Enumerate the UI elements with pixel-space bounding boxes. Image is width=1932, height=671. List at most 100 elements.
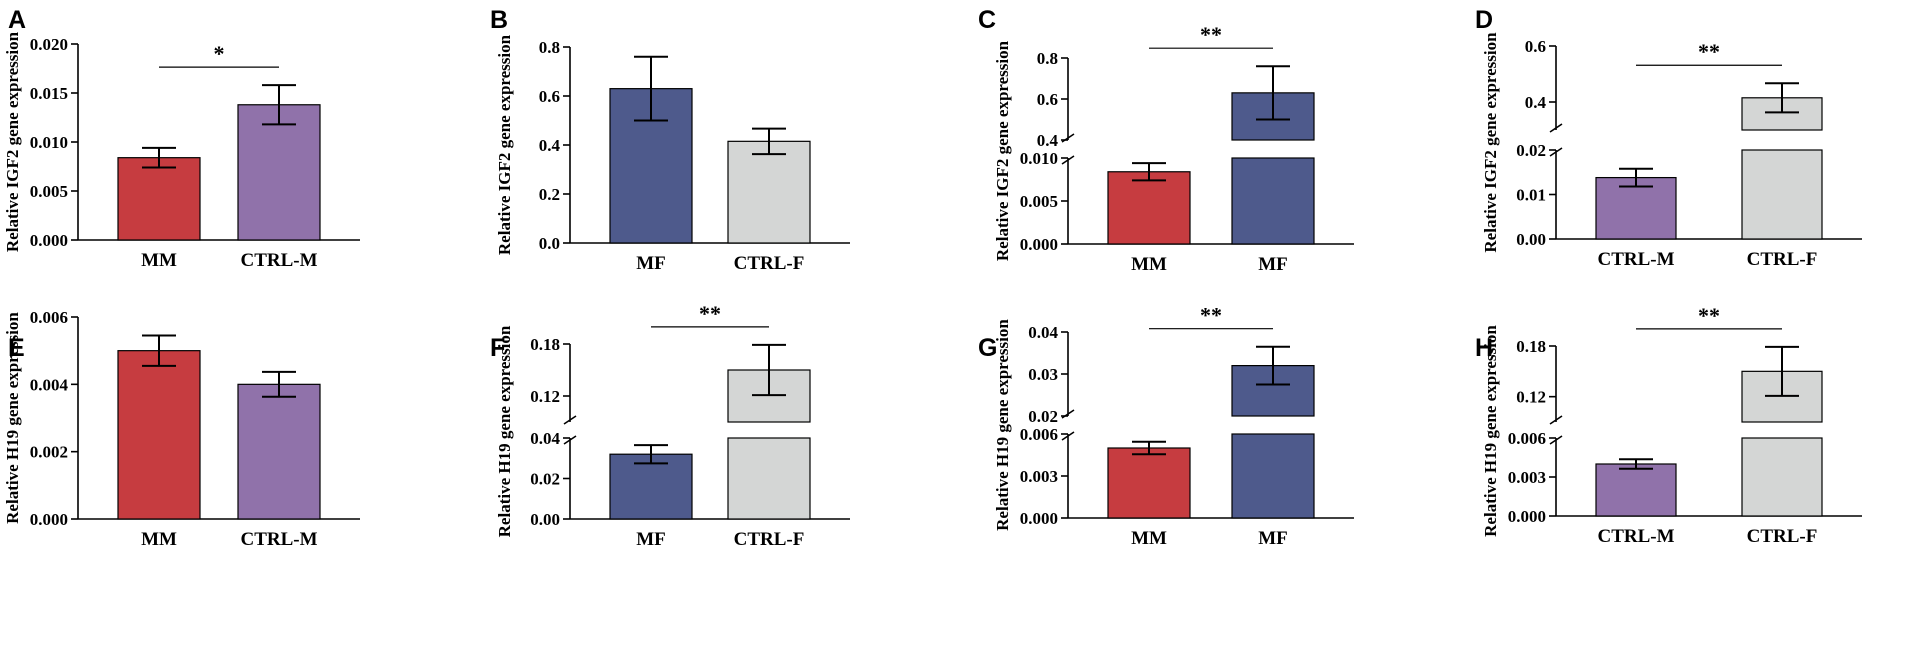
y-tick-label: 0.000 (1020, 509, 1058, 528)
y-tick-label: 0.015 (30, 84, 68, 103)
y-tick-label: 0.010 (30, 133, 68, 152)
y-tick-label: 0.000 (30, 510, 68, 529)
error-bar (1256, 65, 1290, 121)
error-bar (634, 55, 668, 122)
y-axis-title: Relative IGF2 gene expression (495, 34, 514, 255)
y-tick-label: 0.000 (1020, 235, 1058, 254)
panel-label: G (978, 334, 997, 362)
category-label: CTRL-M (1597, 249, 1674, 270)
significance-marker: ** (699, 301, 721, 326)
axis-break-mark (1549, 123, 1563, 133)
error-bar (1765, 345, 1799, 397)
category-label: CTRL-M (1597, 526, 1674, 547)
y-tick-label: 0.02 (1516, 141, 1546, 160)
bar-mm (1107, 171, 1191, 245)
category-label: CTRL-M (240, 250, 317, 271)
category-label: CTRL-F (734, 253, 805, 274)
y-tick-label: 0.03 (1028, 365, 1058, 384)
category-label: MF (636, 253, 666, 274)
y-tick-label: 0.18 (1516, 337, 1546, 356)
bar-ctrl-f-lower (1741, 149, 1823, 240)
y-axis-title: Relative H19 gene expression (495, 325, 514, 537)
axis-break-mark (1549, 415, 1563, 425)
error-bar (1619, 167, 1653, 188)
y-tick-label: 0.004 (30, 375, 69, 394)
axis-break-mark (1061, 431, 1075, 441)
category-label: MM (141, 529, 177, 550)
y-tick-label: 0.006 (1020, 425, 1058, 444)
bar-mm (117, 157, 201, 241)
axis-break-mark (1549, 435, 1563, 445)
category-label: CTRL-F (1747, 526, 1818, 547)
y-tick-label: 0.04 (1028, 323, 1058, 342)
y-axis-title: Relative H19 gene expression (993, 319, 1012, 531)
y-tick-label: 0.005 (1020, 192, 1058, 211)
bar-ctrl-f-lower (727, 437, 811, 520)
panel-label: E (8, 334, 25, 362)
error-bar (752, 343, 786, 397)
y-tick-label: 0.00 (530, 510, 560, 529)
error-bar (752, 127, 786, 156)
bar-mf (609, 453, 693, 520)
category-label: MM (1131, 254, 1167, 275)
category-label: MF (636, 529, 666, 550)
y-tick-label: 0.2 (539, 185, 560, 204)
bar-mf-lower (1231, 157, 1315, 245)
y-tick-label: 0.006 (1508, 429, 1546, 448)
y-tick-label: 0.4 (1037, 131, 1059, 150)
error-bar (142, 334, 176, 367)
error-bar (1765, 82, 1799, 114)
y-tick-label: 0.4 (539, 136, 561, 155)
category-label: CTRL-M (240, 529, 317, 550)
error-bar (1132, 162, 1166, 182)
y-tick-label: 0.000 (1508, 507, 1546, 526)
bar-ctrl-f (727, 140, 811, 244)
y-tick-label: 0.6 (1525, 37, 1546, 56)
y-tick-label: 0.02 (530, 470, 560, 489)
significance-marker: ** (1200, 22, 1222, 47)
y-tick-label: 0.6 (539, 87, 560, 106)
error-bar (1256, 345, 1290, 386)
error-bar (1619, 458, 1653, 470)
y-tick-label: 0.01 (1516, 186, 1546, 205)
bar-ctrl-m (1595, 176, 1677, 240)
y-tick-label: 0.12 (530, 387, 560, 406)
y-axis-title: Relative H19 gene expression (1481, 325, 1500, 537)
error-bar (1132, 440, 1166, 456)
y-tick-label: 0.04 (530, 429, 560, 448)
panel-label: D (1475, 6, 1493, 34)
significance-marker: ** (1200, 303, 1222, 328)
error-bar (142, 146, 176, 169)
y-axis-title: Relative IGF2 gene expression (3, 31, 22, 252)
y-tick-label: 0.18 (530, 335, 560, 354)
y-tick-label: 0.020 (30, 35, 68, 54)
y-tick-label: 0.12 (1516, 388, 1546, 407)
panel-label: F (490, 334, 505, 362)
significance-marker: ** (1698, 303, 1720, 328)
axis-break-mark (1549, 147, 1563, 157)
y-tick-label: 0.0 (539, 234, 560, 253)
y-tick-label: 0.002 (30, 443, 68, 462)
category-label: CTRL-F (734, 529, 805, 550)
axis-break-mark (1061, 155, 1075, 165)
y-axis-title: Relative IGF2 gene expression (1481, 32, 1500, 253)
significance-marker: * (214, 41, 225, 66)
y-tick-label: 0.010 (1020, 149, 1058, 168)
y-tick-label: 0.8 (539, 38, 560, 57)
y-tick-label: 0.4 (1525, 93, 1547, 112)
panel-label: C (978, 6, 996, 34)
error-bar (634, 444, 668, 465)
bar-ctrl-f-lower (1741, 437, 1823, 517)
panel-label: A (8, 6, 26, 34)
error-bar (262, 84, 296, 126)
bar-ctrl-m (237, 383, 321, 520)
y-tick-label: 0.006 (30, 308, 68, 327)
bar-ctrl-m (1595, 463, 1677, 517)
y-tick-label: 0.000 (30, 231, 68, 250)
